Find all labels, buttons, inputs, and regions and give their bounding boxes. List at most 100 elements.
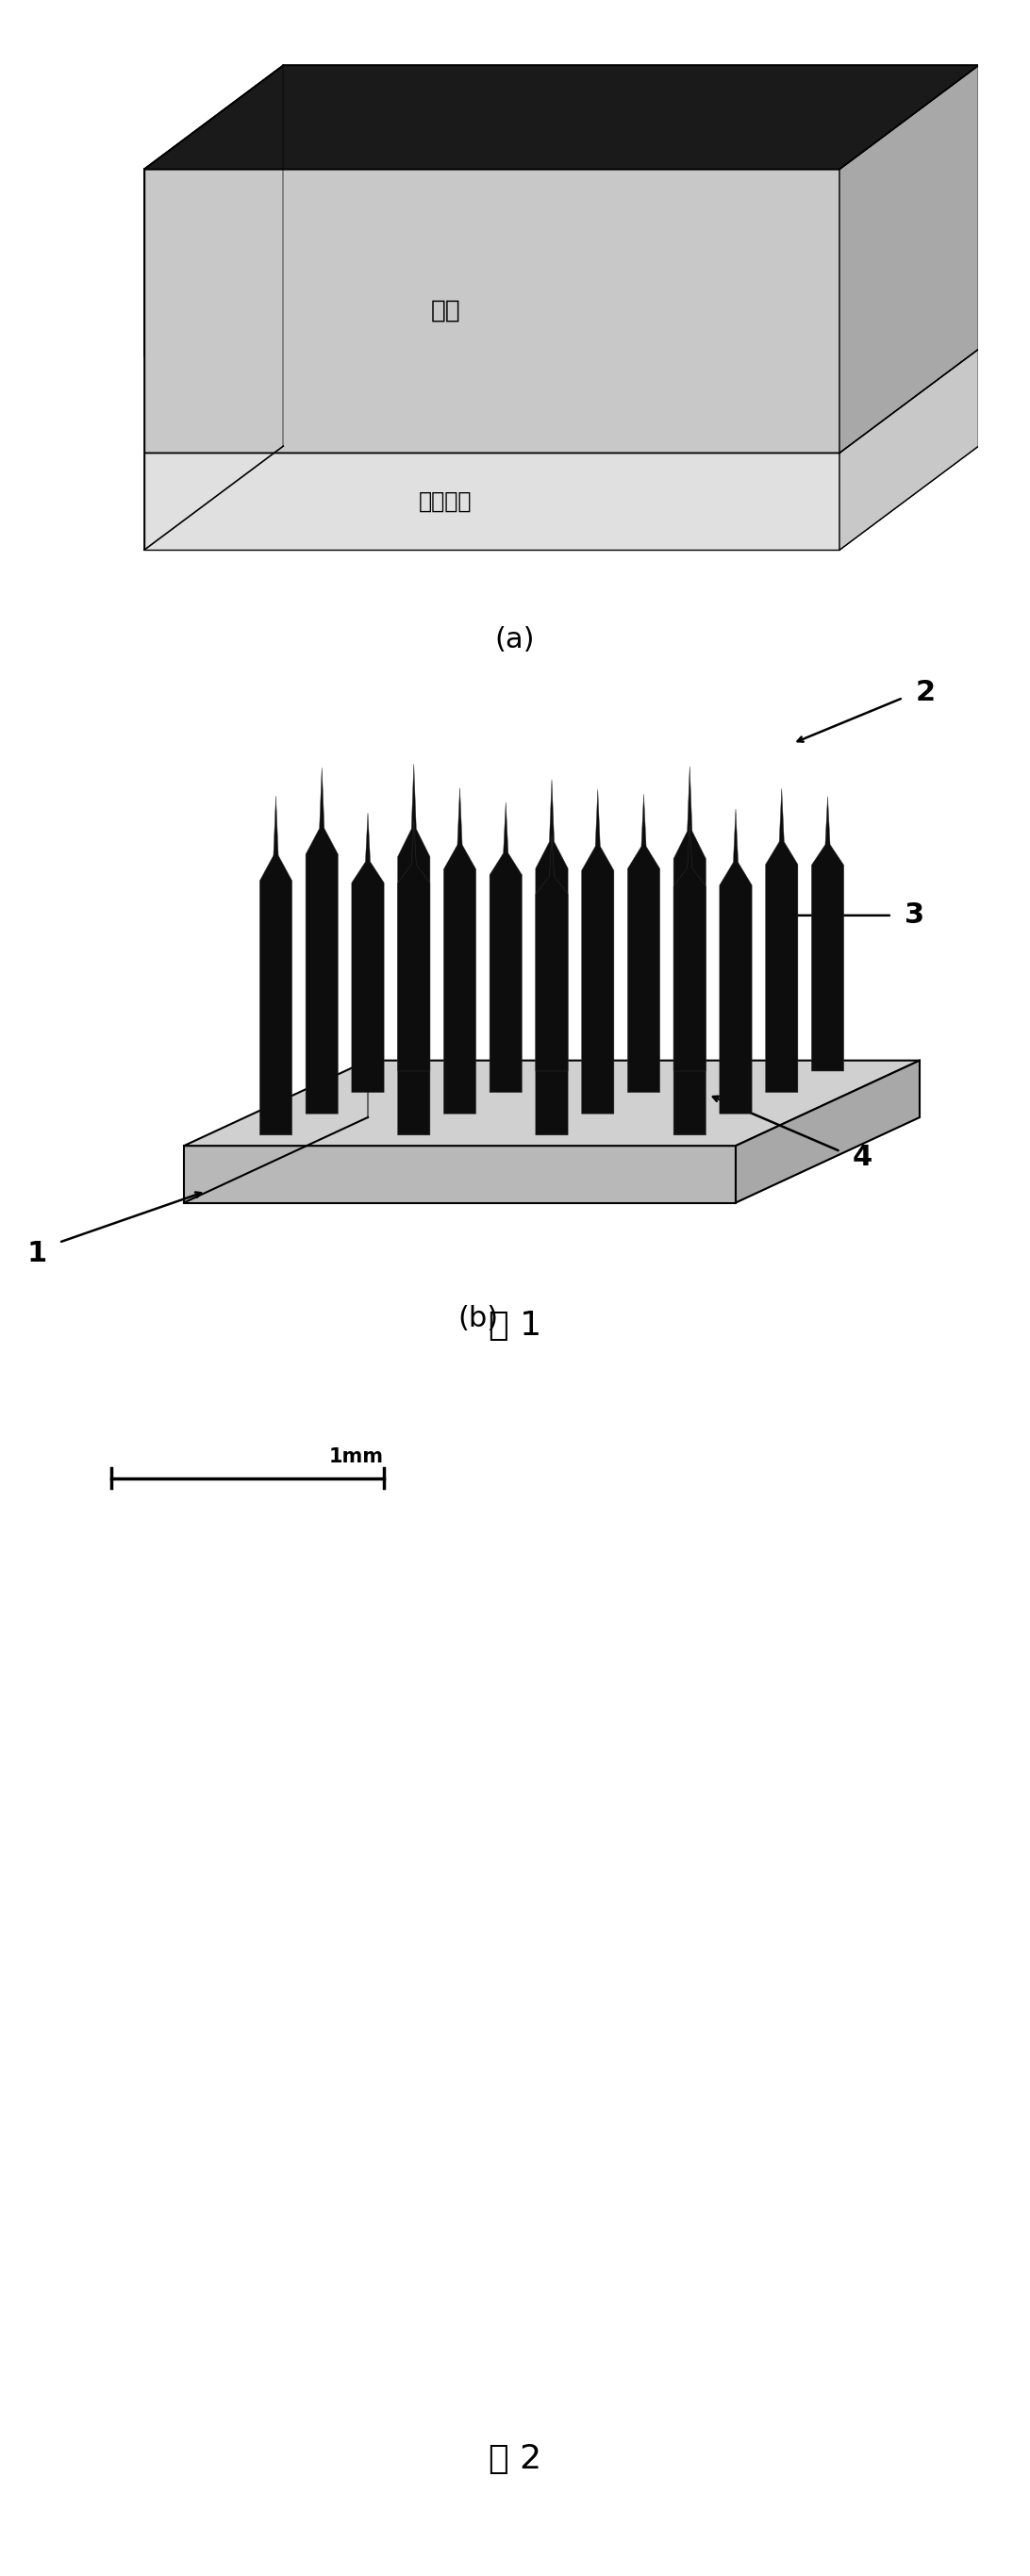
Bar <box>619 2282 663 2329</box>
Bar <box>703 1832 748 1878</box>
Polygon shape <box>765 788 798 1092</box>
Bar <box>703 2012 748 2058</box>
Bar <box>536 2192 579 2239</box>
Bar <box>113 1832 158 1878</box>
Bar <box>536 2102 579 2148</box>
Bar <box>536 2012 579 2058</box>
Bar <box>536 1832 579 1878</box>
Polygon shape <box>398 822 431 1072</box>
Bar <box>113 2012 158 2058</box>
Bar <box>367 1471 411 1517</box>
Bar <box>113 2192 158 2239</box>
Bar <box>536 1741 579 1788</box>
Polygon shape <box>398 765 431 1136</box>
Polygon shape <box>720 809 752 1113</box>
Bar <box>536 1471 579 1517</box>
Bar <box>536 1651 579 1698</box>
Bar <box>198 1471 242 1517</box>
Bar <box>367 1832 411 1878</box>
Bar <box>788 1832 832 1878</box>
Polygon shape <box>812 796 844 1072</box>
Bar <box>872 1922 917 1968</box>
Bar <box>872 2102 917 2148</box>
Polygon shape <box>536 835 568 1072</box>
Bar <box>703 2282 748 2329</box>
Bar <box>451 2192 494 2239</box>
Bar <box>703 1741 748 1788</box>
Bar <box>703 1471 748 1517</box>
Bar <box>282 2012 327 2058</box>
Bar <box>703 1561 748 1607</box>
Polygon shape <box>184 1118 920 1203</box>
Bar <box>198 1561 242 1607</box>
Bar <box>788 2282 832 2329</box>
Bar <box>113 1651 158 1698</box>
Bar <box>282 2282 327 2329</box>
Bar <box>451 1832 494 1878</box>
Bar <box>703 1922 748 1968</box>
Bar <box>367 2192 411 2239</box>
Bar <box>198 1651 242 1698</box>
Bar <box>113 1922 158 1968</box>
Bar <box>451 1651 494 1698</box>
Bar <box>451 2012 494 2058</box>
Polygon shape <box>674 768 706 1136</box>
Bar <box>113 1741 158 1788</box>
Bar <box>282 2102 327 2148</box>
Polygon shape <box>144 64 979 170</box>
Bar <box>282 1651 327 1698</box>
Bar <box>536 1922 579 1968</box>
Bar <box>367 2282 411 2329</box>
Bar <box>619 1922 663 1968</box>
Bar <box>788 1561 832 1607</box>
Bar <box>872 2282 917 2329</box>
Bar <box>451 1471 494 1517</box>
Bar <box>367 2012 411 2058</box>
Bar <box>367 2102 411 2148</box>
Polygon shape <box>351 814 384 1092</box>
Bar <box>367 1651 411 1698</box>
Bar <box>788 2192 832 2239</box>
Text: 4: 4 <box>853 1144 872 1172</box>
Polygon shape <box>306 768 338 1113</box>
Bar <box>451 1741 494 1788</box>
Bar <box>619 1741 663 1788</box>
Bar <box>788 1741 832 1788</box>
Text: 1: 1 <box>27 1239 46 1267</box>
Bar <box>451 2102 494 2148</box>
Text: 真皮: 真皮 <box>431 299 460 325</box>
Text: (b): (b) <box>458 1306 499 1332</box>
Bar <box>619 2102 663 2148</box>
Polygon shape <box>839 64 978 453</box>
Text: 皮下组织: 皮下组织 <box>419 489 472 513</box>
Bar <box>282 1922 327 1968</box>
Text: 3: 3 <box>904 902 924 930</box>
Bar <box>872 1561 917 1607</box>
Bar <box>619 2012 663 2058</box>
Bar <box>788 1471 832 1517</box>
Bar <box>113 2282 158 2329</box>
Polygon shape <box>144 64 979 355</box>
Bar <box>198 1741 242 1788</box>
Bar <box>198 2102 242 2148</box>
Bar <box>113 2102 158 2148</box>
Polygon shape <box>674 824 706 1072</box>
Polygon shape <box>489 801 522 1092</box>
Bar <box>113 1471 158 1517</box>
Polygon shape <box>184 1146 735 1203</box>
Polygon shape <box>735 1061 920 1203</box>
Bar <box>198 1832 242 1878</box>
Bar <box>872 1832 917 1878</box>
Bar <box>282 1471 327 1517</box>
Bar <box>872 1741 917 1788</box>
Bar <box>788 2012 832 2058</box>
Bar <box>367 1922 411 1968</box>
Bar <box>703 1651 748 1698</box>
Polygon shape <box>184 1061 920 1146</box>
Polygon shape <box>144 170 839 453</box>
Bar <box>367 1561 411 1607</box>
Bar <box>98 1435 398 1507</box>
Text: 1mm: 1mm <box>329 1448 383 1466</box>
Bar <box>536 2282 579 2329</box>
Polygon shape <box>260 796 293 1136</box>
